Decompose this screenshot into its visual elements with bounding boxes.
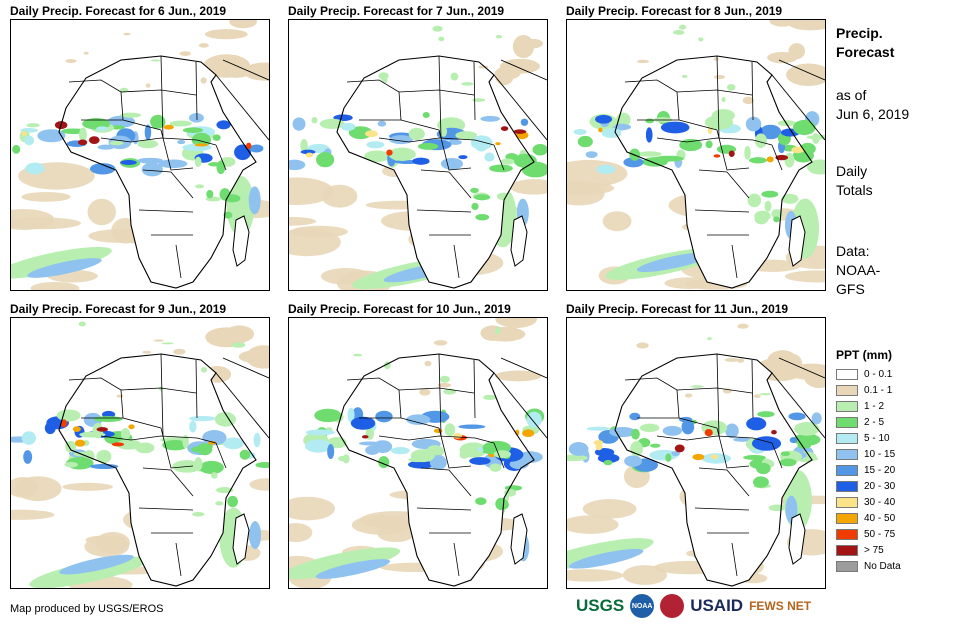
legend-item: > 75: [836, 542, 901, 558]
africa-precip-map: [288, 19, 548, 291]
partner-logos: USGS NOAA USAID FEWS NET: [576, 594, 811, 618]
data-source-line: Data:: [836, 243, 870, 259]
legend-item: 0 - 0.1: [836, 366, 901, 382]
noaa-logo: NOAA: [630, 594, 655, 618]
legend-swatch: [836, 432, 858, 444]
panel-title: Daily Precip. Forecast for 9 Jun., 2019: [10, 302, 227, 316]
legend-label: 15 - 20: [864, 464, 896, 476]
map-credit: Map produced by USGS/EROS: [10, 603, 164, 615]
legend-item: 1 - 2: [836, 398, 901, 414]
legend-swatch: [836, 448, 858, 460]
legend-item: 10 - 15: [836, 446, 901, 462]
totals-line: Totals: [836, 182, 873, 198]
panel-title: Daily Precip. Forecast for 7 Jun., 2019: [288, 4, 505, 18]
africa-precip-map: [10, 19, 270, 291]
legend: 0 - 0.1 0.1 - 1 1 - 2 2 - 5 5 - 10 10 - 15 15 …: [836, 366, 901, 574]
legend-swatch: [836, 400, 858, 412]
forecast-panel-jun8: Daily Precip. Forecast for 8 Jun., 2019: [566, 4, 828, 294]
legend-label: 0 - 0.1: [864, 368, 893, 380]
forecast-panel-jun9: Daily Precip. Forecast for 9 Jun., 2019: [10, 302, 272, 592]
usgs-logo: USGS: [576, 596, 625, 615]
as-of-label: as of: [836, 87, 867, 103]
legend-item: 15 - 20: [836, 462, 901, 478]
sidebar-title-line: Forecast: [836, 44, 895, 60]
legend-label: 40 - 50: [864, 512, 896, 524]
legend-swatch: [836, 384, 858, 396]
forecast-panel-jun7: Daily Precip. Forecast for 7 Jun., 2019: [288, 4, 550, 294]
totals-note: Daily Totals: [836, 162, 873, 200]
legend-label: 1 - 2: [864, 400, 885, 412]
legend-swatch: [836, 368, 858, 380]
forecast-panel-jun11: Daily Precip. Forecast for 11 Jun., 2019: [566, 302, 828, 592]
africa-precip-map: [566, 19, 826, 291]
sidebar-title-line: Precip.: [836, 25, 883, 41]
legend-item: 20 - 30: [836, 478, 901, 494]
legend-swatch: [836, 544, 858, 556]
legend-label: 0.1 - 1: [864, 384, 893, 396]
legend-label: 5 - 10: [864, 432, 890, 444]
legend-swatch: [836, 496, 858, 508]
usaid-logo: USAID: [690, 596, 744, 615]
legend-label: 10 - 15: [864, 448, 896, 460]
africa-precip-map: [288, 317, 548, 589]
fews-net-logo: FEWS NET: [749, 599, 812, 613]
legend-item: 40 - 50: [836, 510, 901, 526]
panel-title: Daily Precip. Forecast for 10 Jun., 2019: [288, 302, 511, 316]
legend-swatch: [836, 464, 858, 476]
sidebar-title: Precip. Forecast: [836, 24, 894, 62]
legend-item: 30 - 40: [836, 494, 901, 510]
data-source-line: NOAA-: [836, 262, 881, 278]
forecast-panel-jun10: Daily Precip. Forecast for 10 Jun., 2019: [288, 302, 550, 592]
panel-title: Daily Precip. Forecast for 6 Jun., 2019: [10, 4, 227, 18]
panel-title: Daily Precip. Forecast for 8 Jun., 2019: [566, 4, 783, 18]
panel-title: Daily Precip. Forecast for 11 Jun., 2019: [566, 302, 789, 316]
totals-line: Daily: [836, 163, 868, 179]
legend-label: 30 - 40: [864, 496, 896, 508]
usaid-seal-icon: [660, 594, 685, 618]
legend-item: 0.1 - 1: [836, 382, 901, 398]
legend-item: 2 - 5: [836, 414, 901, 430]
legend-swatch: [836, 528, 858, 540]
legend-label: 2 - 5: [864, 416, 885, 428]
legend-title: PPT (mm): [836, 348, 893, 362]
legend-swatch: [836, 416, 858, 428]
legend-swatch: [836, 480, 858, 492]
as-of-value: Jun 6, 2019: [836, 106, 910, 122]
legend-item: 50 - 75: [836, 526, 901, 542]
data-source-line: GFS: [836, 281, 865, 297]
legend-label: 20 - 30: [864, 480, 896, 492]
legend-label: 50 - 75: [864, 528, 896, 540]
africa-precip-map: [10, 317, 270, 589]
forecast-panel-jun6: Daily Precip. Forecast for 6 Jun., 2019: [10, 4, 272, 294]
legend-item: 5 - 10: [836, 430, 901, 446]
data-source: Data: NOAA- GFS: [836, 242, 880, 299]
legend-label: No Data: [864, 560, 901, 572]
as-of-date: as of Jun 6, 2019: [836, 86, 909, 124]
africa-precip-map: [566, 317, 826, 589]
legend-label: > 75: [864, 544, 884, 556]
legend-item: No Data: [836, 558, 901, 574]
legend-swatch: [836, 512, 858, 524]
legend-swatch: [836, 560, 858, 572]
